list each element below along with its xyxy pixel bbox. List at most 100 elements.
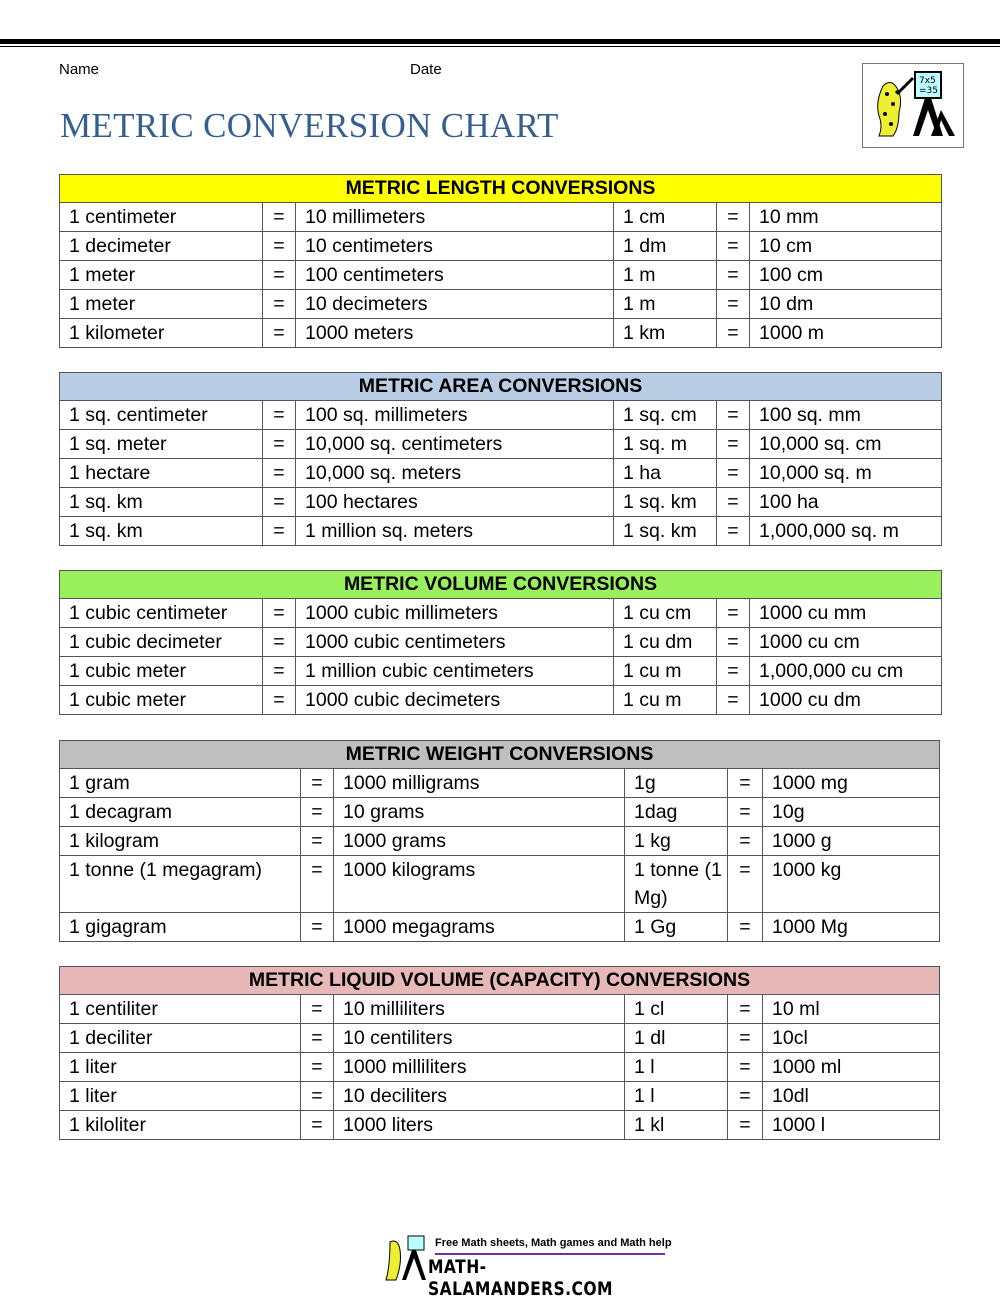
equivalent-cell: 10 deciliters <box>333 1081 625 1111</box>
unit-cell: 1 deciliter <box>59 1023 301 1053</box>
equals-sign-cell: = <box>262 516 296 546</box>
equals-sign-cell: = <box>727 1110 763 1140</box>
salamander-teacher-icon: 7x5 =35 <box>877 71 955 137</box>
equals-sign-cell: = <box>727 826 763 856</box>
equivalent-cell: 1 million sq. meters <box>295 516 614 546</box>
table-row: 1 gram = 1000 milligrams 1g = 1000 mg <box>59 768 940 798</box>
equals-sign-cell: = <box>262 429 296 459</box>
unit-cell: 1 gram <box>59 768 301 798</box>
unit-cell: 1 sq. centimeter <box>59 400 263 430</box>
salamander-logo: 7x5 =35 <box>862 63 964 148</box>
unit-abbr-cell: 1 kg <box>624 826 728 856</box>
table-title: METRIC LENGTH CONVERSIONS <box>59 174 942 203</box>
equals-sign-cell: = <box>716 400 750 430</box>
svg-text:=35: =35 <box>919 86 938 96</box>
equivalent-abbr-cell: 1000 Mg <box>762 912 940 942</box>
equivalent-abbr-cell: 10 mm <box>749 202 942 232</box>
equivalent-cell: 10 millimeters <box>295 202 614 232</box>
table-row: 1 meter = 100 centimeters 1 m = 100 cm <box>59 260 942 290</box>
equals-sign-cell: = <box>716 516 750 546</box>
equivalent-abbr-cell: 1,000,000 cu cm <box>749 656 942 686</box>
table-row: 1 sq. km = 100 hectares 1 sq. km = 100 ha <box>59 487 942 517</box>
equivalent-cell: 10 centimeters <box>295 231 614 261</box>
equivalent-abbr-cell: 10 ml <box>762 994 940 1024</box>
equals-sign-cell: = <box>716 231 750 261</box>
equivalent-cell: 1000 megagrams <box>333 912 625 942</box>
equals-sign-cell: = <box>262 685 296 715</box>
equivalent-cell: 10 decimeters <box>295 289 614 319</box>
equivalent-abbr-cell: 1000 cu dm <box>749 685 942 715</box>
equivalent-abbr-cell: 1000 ml <box>762 1052 940 1082</box>
unit-abbr-cell: 1 sq. cm <box>613 400 717 430</box>
equivalent-abbr-cell: 1000 m <box>749 318 942 348</box>
unit-abbr-cell: 1 Gg <box>624 912 728 942</box>
table-row: 1 cubic meter = 1000 cubic decimeters 1 cu … <box>59 685 942 715</box>
equivalent-cell: 1000 grams <box>333 826 625 856</box>
equivalent-cell: 10 grams <box>333 797 625 827</box>
table-row: 1 kilogram = 1000 grams 1 kg = 1000 g <box>59 826 940 856</box>
equivalent-abbr-cell: 10 cm <box>749 231 942 261</box>
equivalent-abbr-cell: 10g <box>762 797 940 827</box>
salamander-icon <box>385 1235 426 1281</box>
equals-sign-cell: = <box>300 768 334 798</box>
page-title: METRIC CONVERSION CHART <box>60 106 559 145</box>
table-row: 1 liter = 10 deciliters 1 l = 10dl <box>59 1081 940 1111</box>
equals-sign-cell: = <box>716 627 750 657</box>
unit-cell: 1 kilogram <box>59 826 301 856</box>
unit-cell: 1 centiliter <box>59 994 301 1024</box>
equivalent-abbr-cell: 10cl <box>762 1023 940 1053</box>
svg-text:7x5: 7x5 <box>919 76 936 86</box>
equals-sign-cell: = <box>716 458 750 488</box>
equivalent-cell: 10 milliliters <box>333 994 625 1024</box>
unit-abbr-cell: 1 ha <box>613 458 717 488</box>
unit-abbr-cell: 1 cl <box>624 994 728 1024</box>
equals-sign-cell: = <box>262 318 296 348</box>
unit-cell: 1 sq. km <box>59 487 263 517</box>
unit-abbr-cell: 1 m <box>613 289 717 319</box>
unit-cell: 1 cubic centimeter <box>59 598 263 628</box>
table-row: 1 gigagram = 1000 megagrams 1 Gg = 1000 Mg <box>59 912 940 942</box>
liquid-conversions-table: METRIC LIQUID VOLUME (CAPACITY) CONVERSI… <box>59 966 940 1140</box>
equals-sign-cell: = <box>262 598 296 628</box>
equivalent-abbr-cell: 1000 l <box>762 1110 940 1140</box>
equals-sign-cell: = <box>727 797 763 827</box>
unit-abbr-cell: 1dag <box>624 797 728 827</box>
table-row: 1 cubic meter = 1 million cubic centimeter… <box>59 656 942 686</box>
unit-abbr-cell: 1 sq. m <box>613 429 717 459</box>
equivalent-cell: 100 sq. millimeters <box>295 400 614 430</box>
equals-sign-cell: = <box>716 685 750 715</box>
table-row: 1 meter = 10 decimeters 1 m = 10 dm <box>59 289 942 319</box>
equals-sign-cell: = <box>727 912 763 942</box>
equivalent-cell: 1000 cubic centimeters <box>295 627 614 657</box>
table-row: 1 kilometer = 1000 meters 1 km = 1000 m <box>59 318 942 348</box>
unit-cell: 1 hectare <box>59 458 263 488</box>
equals-sign-cell: = <box>716 289 750 319</box>
equals-sign-cell: = <box>727 1052 763 1082</box>
equivalent-cell: 1000 cubic millimeters <box>295 598 614 628</box>
equals-sign-cell: = <box>262 400 296 430</box>
equivalent-abbr-cell: 10,000 sq. m <box>749 458 942 488</box>
unit-abbr-cell: 1 km <box>613 318 717 348</box>
equals-sign-cell: = <box>727 1081 763 1111</box>
equivalent-abbr-cell: 1000 mg <box>762 768 940 798</box>
equivalent-cell: 100 hectares <box>295 487 614 517</box>
table-row: 1 centimeter = 10 millimeters 1 cm = 10 mm <box>59 202 942 232</box>
footer-site-name: MATH-SALAMANDERS.COM <box>428 1256 613 1300</box>
equals-sign-cell: = <box>716 598 750 628</box>
equivalent-abbr-cell: 10dl <box>762 1081 940 1111</box>
equivalent-cell: 1000 milliliters <box>333 1052 625 1082</box>
equals-sign-cell: = <box>300 912 334 942</box>
date-label: Date <box>410 61 442 78</box>
table-row: 1 tonne (1 megagram) = 1000 kilograms 1 ton… <box>59 855 940 913</box>
footer-divider <box>435 1253 665 1255</box>
unit-cell: 1 centimeter <box>59 202 263 232</box>
equals-sign-cell: = <box>262 289 296 319</box>
unit-abbr-cell: 1 cm <box>613 202 717 232</box>
unit-cell: 1 liter <box>59 1052 301 1082</box>
equivalent-abbr-cell: 100 sq. mm <box>749 400 942 430</box>
unit-abbr-cell: 1 sq. km <box>613 487 717 517</box>
table-title: METRIC VOLUME CONVERSIONS <box>59 570 942 599</box>
equivalent-abbr-cell: 10,000 sq. cm <box>749 429 942 459</box>
equivalent-cell: 1000 kilograms <box>333 855 625 913</box>
table-row: 1 sq. km = 1 million sq. meters 1 sq. km = 1,… <box>59 516 942 546</box>
